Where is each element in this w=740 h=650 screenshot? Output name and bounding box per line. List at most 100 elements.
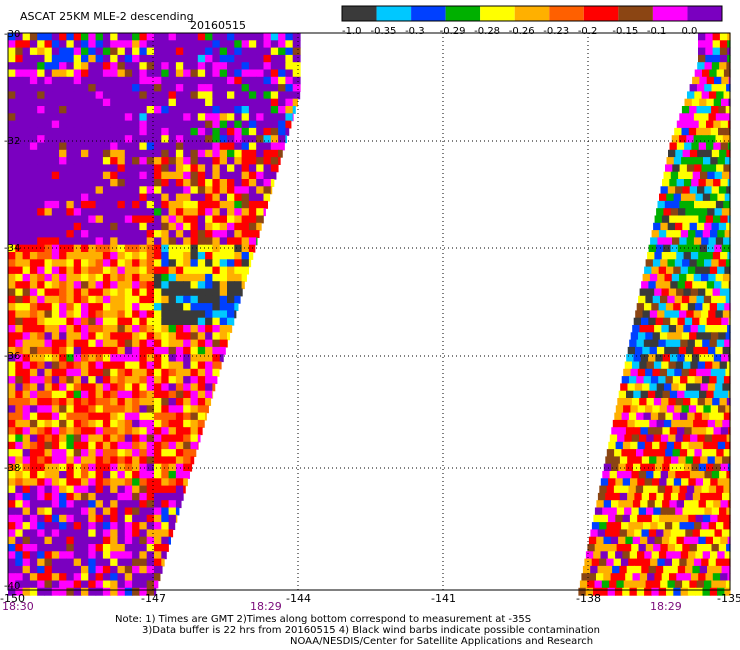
swath-cell bbox=[95, 536, 104, 545]
swath-cell bbox=[241, 273, 247, 282]
swath-cell bbox=[175, 186, 184, 195]
swath-cell bbox=[667, 332, 676, 341]
swath-cell bbox=[723, 69, 731, 78]
swath-cell bbox=[190, 405, 199, 414]
swath-cell bbox=[29, 485, 38, 494]
swath-cell bbox=[161, 558, 165, 567]
swath-cell bbox=[708, 135, 717, 144]
swath-cell bbox=[51, 434, 60, 443]
swath-cell bbox=[183, 62, 192, 71]
swath-cell bbox=[22, 529, 31, 538]
swath-cell bbox=[59, 522, 67, 530]
swath-cell bbox=[248, 98, 257, 107]
swath-cell bbox=[132, 405, 140, 414]
swath-cell bbox=[44, 390, 53, 399]
swath-cell bbox=[594, 507, 603, 516]
swath-cell bbox=[657, 558, 666, 567]
swath-cell bbox=[29, 303, 38, 311]
swath-cell bbox=[647, 573, 655, 582]
swath-cell bbox=[117, 332, 126, 341]
swath-cell bbox=[219, 361, 222, 370]
swath-cell bbox=[643, 339, 652, 348]
swath-cell bbox=[132, 398, 140, 406]
swath-cell bbox=[726, 434, 731, 443]
swath-cell bbox=[81, 200, 89, 209]
swath-cell bbox=[579, 580, 588, 589]
swath-cell bbox=[146, 47, 155, 56]
swath-cell bbox=[44, 354, 53, 363]
swath-cell bbox=[51, 259, 60, 268]
swath-cell bbox=[626, 390, 634, 399]
swath-cell bbox=[639, 398, 648, 406]
swath-cell bbox=[212, 252, 221, 260]
swath-cell bbox=[22, 536, 31, 545]
swath-cell bbox=[711, 471, 720, 479]
swath-cell bbox=[95, 471, 104, 479]
swath-cell bbox=[8, 120, 16, 129]
swath-cell bbox=[234, 149, 243, 158]
swath-cell bbox=[132, 200, 140, 209]
swath-cell bbox=[593, 587, 601, 596]
lon-tick: -150 bbox=[0, 592, 25, 605]
swath-cell bbox=[717, 441, 726, 450]
swath-cell bbox=[227, 325, 233, 333]
swath-cell bbox=[146, 215, 155, 224]
swath-cell bbox=[654, 288, 663, 297]
swath-cell bbox=[37, 106, 46, 114]
swath-cell bbox=[102, 507, 111, 516]
swath-cell bbox=[727, 288, 731, 297]
swath-cell bbox=[139, 500, 148, 509]
swath-cell bbox=[8, 288, 16, 297]
swath-cell bbox=[662, 463, 671, 472]
swath-cell bbox=[117, 106, 126, 114]
swath-cell bbox=[161, 354, 170, 363]
swath-cell bbox=[718, 405, 726, 414]
swath-cell bbox=[675, 361, 684, 370]
swath-cell bbox=[724, 193, 731, 202]
swath-cell bbox=[710, 405, 719, 414]
swath-cell bbox=[102, 303, 111, 311]
swath-cell bbox=[696, 580, 705, 589]
swath-cell bbox=[263, 47, 272, 56]
swath-cell bbox=[15, 471, 24, 479]
swath-cell bbox=[725, 127, 731, 136]
swath-cell bbox=[705, 252, 714, 260]
colorbar-label: -0.15 bbox=[612, 26, 638, 37]
swath-cell bbox=[183, 91, 192, 100]
swath-cell bbox=[714, 171, 723, 180]
swath-cell bbox=[44, 551, 53, 560]
swath-cell bbox=[617, 573, 626, 582]
swath-cell bbox=[8, 106, 16, 114]
swath-cell bbox=[212, 62, 221, 71]
swath-cell bbox=[212, 179, 221, 187]
swath-cell bbox=[81, 171, 89, 180]
swath-cell bbox=[102, 135, 111, 144]
swath-cell bbox=[676, 325, 684, 333]
swath-cell bbox=[227, 84, 235, 92]
swath-cell bbox=[51, 507, 60, 516]
swath-cell bbox=[678, 419, 687, 428]
swath-cell bbox=[248, 91, 257, 100]
swath-cell bbox=[719, 325, 728, 333]
swath-cell bbox=[66, 580, 75, 589]
swath-cell bbox=[139, 62, 148, 71]
swath-cell bbox=[44, 69, 53, 78]
swath-cell bbox=[626, 565, 635, 574]
swath-cell bbox=[263, 54, 272, 63]
swath-cell bbox=[146, 98, 155, 107]
swath-cell bbox=[154, 339, 162, 348]
swath-cell bbox=[690, 398, 699, 406]
swath-cell bbox=[102, 500, 111, 509]
swath-cell bbox=[37, 405, 46, 414]
swath-cell bbox=[227, 303, 235, 311]
swath-cell bbox=[723, 522, 731, 530]
swath-cell bbox=[685, 383, 694, 392]
swath-cell bbox=[720, 215, 729, 224]
swath-cell bbox=[81, 332, 89, 341]
swath-cell bbox=[714, 76, 722, 85]
swath-cell bbox=[190, 84, 199, 92]
swath-cell bbox=[680, 193, 689, 202]
swath-cell bbox=[73, 303, 82, 311]
swath-cell bbox=[205, 120, 213, 129]
swath-cell bbox=[51, 281, 60, 290]
